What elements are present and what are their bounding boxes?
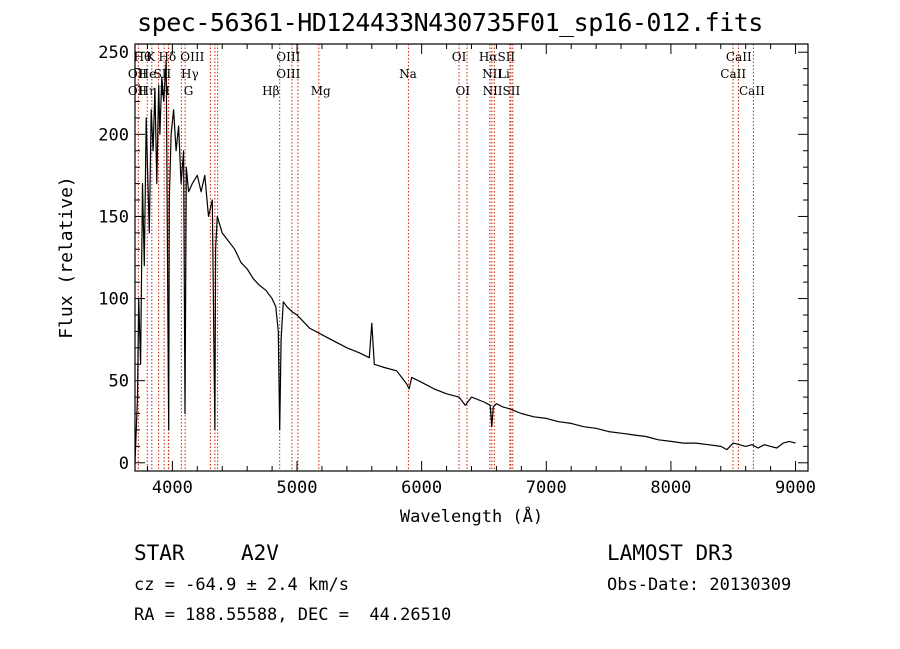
line-label: Hη [139,84,157,98]
y-tick-label: 100 [98,290,129,310]
line-label: Hβ [262,84,279,98]
y-tick-label: 200 [98,125,129,145]
x-tick-label: 6000 [401,478,442,498]
emission-lines-layer [137,44,754,471]
line-label: CaII [726,50,752,64]
survey-name: LAMOST DR3 [607,541,734,565]
x-tick-label: 7000 [526,478,567,498]
x-axis-label: Wavelength (Å) [400,505,543,527]
line-label: OIII [276,67,300,81]
line-label: Hγ [181,67,199,81]
line-label: CaII [720,67,746,81]
observation-date: Obs-Date: 20130309 [607,575,792,595]
line-label: H [160,84,170,98]
x-tick-label: 4000 [152,478,193,498]
object-subclass: A2V [241,541,279,565]
line-label: OIII [180,50,204,64]
object-class: STAR [134,541,185,565]
line-label: Li [498,67,510,81]
line-label: NIISII [483,84,521,98]
line-label: Mg [311,84,331,98]
plot-frame [134,43,809,472]
x-tick-label: 5000 [277,478,318,498]
line-label: OI [452,50,467,64]
line-label: OI [455,84,470,98]
line-label: Hθ [134,50,152,64]
chart-title: spec-56361-HD124433N430735F01_sp16-012.f… [137,8,763,37]
line-label: Hδ [159,50,177,64]
x-tick-label: 9000 [775,478,816,498]
spectrum-line [134,59,796,463]
line-label: OII [128,67,148,81]
redshift-value: cz = -64.9 ± 2.4 km/s [134,575,349,595]
line-label: OII [128,84,148,98]
spectrum-layer [134,59,796,463]
line-label: K [146,50,156,64]
y-tick-label: 0 [119,454,129,474]
axes-layer: 4000 5000 6000 7000 8000 9000 0 50 100 150 200 250 W… [56,43,816,527]
y-tick-label: 250 [98,43,129,63]
y-tick-label: 150 [98,207,129,227]
line-label: HαSII [479,50,516,64]
line-label: Na [399,67,417,81]
line-label: NII [482,67,502,81]
y-tick-label: 50 [109,372,129,392]
x-tick-label: 8000 [650,478,691,498]
y-axis-label: Flux (relative) [56,176,77,339]
line-label: He [139,67,157,81]
line-label: G [184,84,194,98]
line-label: OIII [276,50,300,64]
line-label: CaII [739,84,765,98]
coordinates: RA = 188.55588, DEC = 44.26510 [134,605,452,625]
line-label: SII [154,67,172,81]
